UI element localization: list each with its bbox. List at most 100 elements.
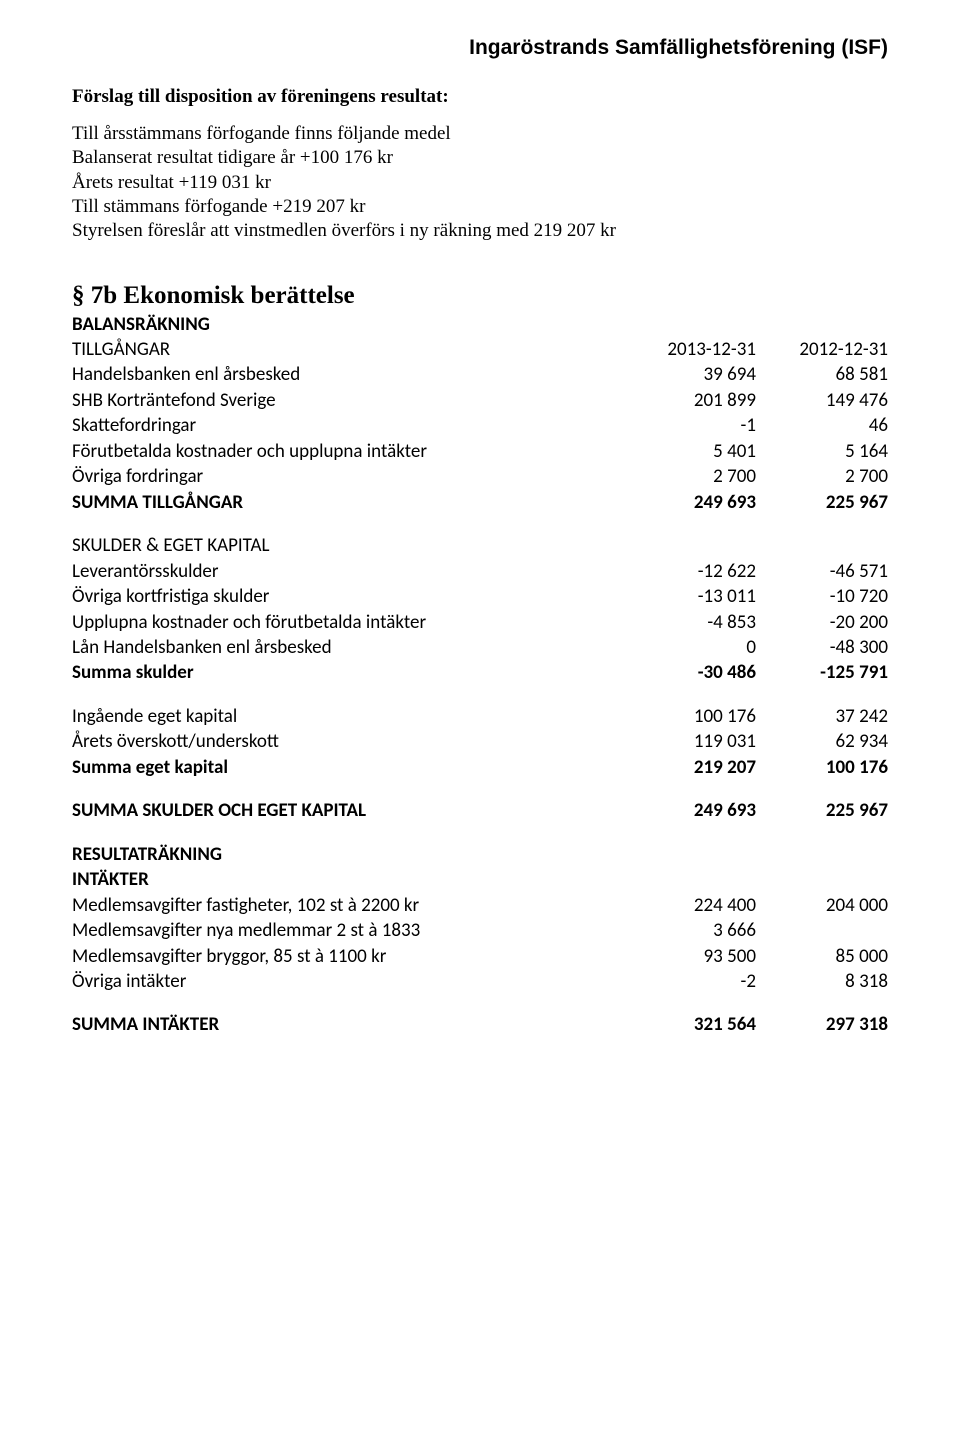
table-row: SHB Korträntefond Sverige 201 899 149 47… — [72, 388, 888, 413]
balance-header-row: TILLGÅNGAR 2013-12-31 2012-12-31 — [72, 337, 888, 362]
cell: -10 720 — [756, 584, 888, 609]
income-subtitle: INTÄKTER — [72, 867, 888, 892]
table-row: Lån Handelsbanken enl årsbesked 0 -48 30… — [72, 635, 888, 660]
table-row: Övriga fordringar 2 700 2 700 — [72, 464, 888, 489]
disposition-heading: Förslag till disposition av föreningens … — [72, 86, 888, 108]
equity-total-row: Summa eget kapital 219 207 100 176 — [72, 755, 888, 780]
cell: 149 476 — [756, 388, 888, 413]
cell: 224 400 — [624, 893, 756, 918]
cell: -46 571 — [756, 559, 888, 584]
disposition-paragraph: Till årsstämmans förfogande finns följan… — [72, 122, 888, 244]
cell: -30 486 — [624, 660, 756, 685]
cell: 204 000 — [756, 893, 888, 918]
disposition-line: Till stämmans förfogande +219 207 kr — [72, 196, 365, 217]
income-total-row: SUMMA INTÄKTER 321 564 297 318 — [72, 1012, 888, 1037]
cell: 297 318 — [756, 1012, 888, 1037]
table-row: Medlemsavgifter fastigheter, 102 st à 22… — [72, 893, 888, 918]
row-label: Övriga kortfristiga skulder — [72, 584, 624, 609]
cell: 2 700 — [756, 464, 888, 489]
table-row: Leverantörsskulder -12 622 -46 571 — [72, 559, 888, 584]
row-label: Övriga fordringar — [72, 464, 624, 489]
row-label: Förutbetalda kostnader och upplupna intä… — [72, 439, 624, 464]
cell: 2 700 — [624, 464, 756, 489]
row-label: Årets överskott/underskott — [72, 729, 624, 754]
row-label: Ingående eget kapital — [72, 704, 624, 729]
row-label: Medlemsavgifter nya medlemmar 2 st à 183… — [72, 918, 624, 943]
disposition-line: Årets resultat +119 031 kr — [72, 172, 271, 193]
disposition-line: Till årsstämmans förfogande finns följan… — [72, 123, 451, 144]
table-row: Skattefordringar -1 46 — [72, 413, 888, 438]
cell: 5 164 — [756, 439, 888, 464]
table-row: Medlemsavgifter bryggor, 85 st à 1100 kr… — [72, 944, 888, 969]
cell: 321 564 — [624, 1012, 756, 1037]
col-header-1: 2013-12-31 — [624, 337, 756, 362]
cell: 201 899 — [624, 388, 756, 413]
table-row: Förutbetalda kostnader och upplupna intä… — [72, 439, 888, 464]
table-row: Ingående eget kapital 100 176 37 242 — [72, 704, 888, 729]
liab-total-row: Summa skulder -30 486 -125 791 — [72, 660, 888, 685]
table-row: Årets överskott/underskott 119 031 62 93… — [72, 729, 888, 754]
cell: -20 200 — [756, 610, 888, 635]
row-label: Medlemsavgifter fastigheter, 102 st à 22… — [72, 893, 624, 918]
cell: -125 791 — [756, 660, 888, 685]
cell: 100 176 — [624, 704, 756, 729]
cell: 100 176 — [756, 755, 888, 780]
cell: 219 207 — [624, 755, 756, 780]
row-label: Summa eget kapital — [72, 755, 624, 780]
row-label: Summa skulder — [72, 660, 624, 685]
cell: 93 500 — [624, 944, 756, 969]
row-label: Skattefordringar — [72, 413, 624, 438]
table-row: Övriga intäkter -2 8 318 — [72, 969, 888, 994]
cell: -1 — [624, 413, 756, 438]
cell: 37 242 — [756, 704, 888, 729]
liab-heading-row: SKULDER & EGET KAPITAL — [72, 533, 888, 558]
cell: 119 031 — [624, 729, 756, 754]
disposition-line: Balanserat resultat tidigare år +100 176… — [72, 147, 393, 168]
row-label: SUMMA INTÄKTER — [72, 1012, 624, 1037]
balance-sheet: BALANSRÄKNING TILLGÅNGAR 2013-12-31 2012… — [72, 312, 888, 1038]
cell — [756, 918, 888, 943]
row-label: Övriga intäkter — [72, 969, 624, 994]
cell: -48 300 — [756, 635, 888, 660]
cell: 225 967 — [756, 490, 888, 515]
cell: 225 967 — [756, 798, 888, 823]
row-label: Medlemsavgifter bryggor, 85 st à 1100 kr — [72, 944, 624, 969]
cell: 46 — [756, 413, 888, 438]
org-name-header: Ingaröstrands Samfällighetsförening (ISF… — [72, 36, 888, 60]
cell: -2 — [624, 969, 756, 994]
cell: 249 693 — [624, 490, 756, 515]
balance-title: BALANSRÄKNING — [72, 312, 888, 337]
balance-title-row: BALANSRÄKNING — [72, 312, 888, 337]
row-label: SUMMA TILLGÅNGAR — [72, 490, 624, 515]
row-label: SHB Korträntefond Sverige — [72, 388, 624, 413]
cell: 39 694 — [624, 362, 756, 387]
cell: 249 693 — [624, 798, 756, 823]
cell: 68 581 — [756, 362, 888, 387]
row-label: Upplupna kostnader och förutbetalda intä… — [72, 610, 624, 635]
col-header-2: 2012-12-31 — [756, 337, 888, 362]
table-row: Övriga kortfristiga skulder -13 011 -10 … — [72, 584, 888, 609]
cell: 5 401 — [624, 439, 756, 464]
table-row: Upplupna kostnader och förutbetalda intä… — [72, 610, 888, 635]
cell: 0 — [624, 635, 756, 660]
cell: 85 000 — [756, 944, 888, 969]
cell: -12 622 — [624, 559, 756, 584]
row-label: SUMMA SKULDER OCH EGET KAPITAL — [72, 798, 624, 823]
row-label: Handelsbanken enl årsbesked — [72, 362, 624, 387]
cell: -13 011 — [624, 584, 756, 609]
assets-heading: TILLGÅNGAR — [72, 337, 624, 362]
income-title-row: RESULTATRÄKNING — [72, 842, 888, 867]
disposition-line: Styrelsen föreslår att vinstmedlen överf… — [72, 220, 616, 241]
table-row: Medlemsavgifter nya medlemmar 2 st à 183… — [72, 918, 888, 943]
grand-total-row: SUMMA SKULDER OCH EGET KAPITAL 249 693 2… — [72, 798, 888, 823]
cell: -4 853 — [624, 610, 756, 635]
assets-total-row: SUMMA TILLGÅNGAR 249 693 225 967 — [72, 490, 888, 515]
cell: 8 318 — [756, 969, 888, 994]
income-title: RESULTATRÄKNING — [72, 842, 888, 867]
row-label: Leverantörsskulder — [72, 559, 624, 584]
row-label: Lån Handelsbanken enl årsbesked — [72, 635, 624, 660]
table-row: Handelsbanken enl årsbesked 39 694 68 58… — [72, 362, 888, 387]
cell: 3 666 — [624, 918, 756, 943]
cell: 62 934 — [756, 729, 888, 754]
liab-heading: SKULDER & EGET KAPITAL — [72, 533, 888, 558]
